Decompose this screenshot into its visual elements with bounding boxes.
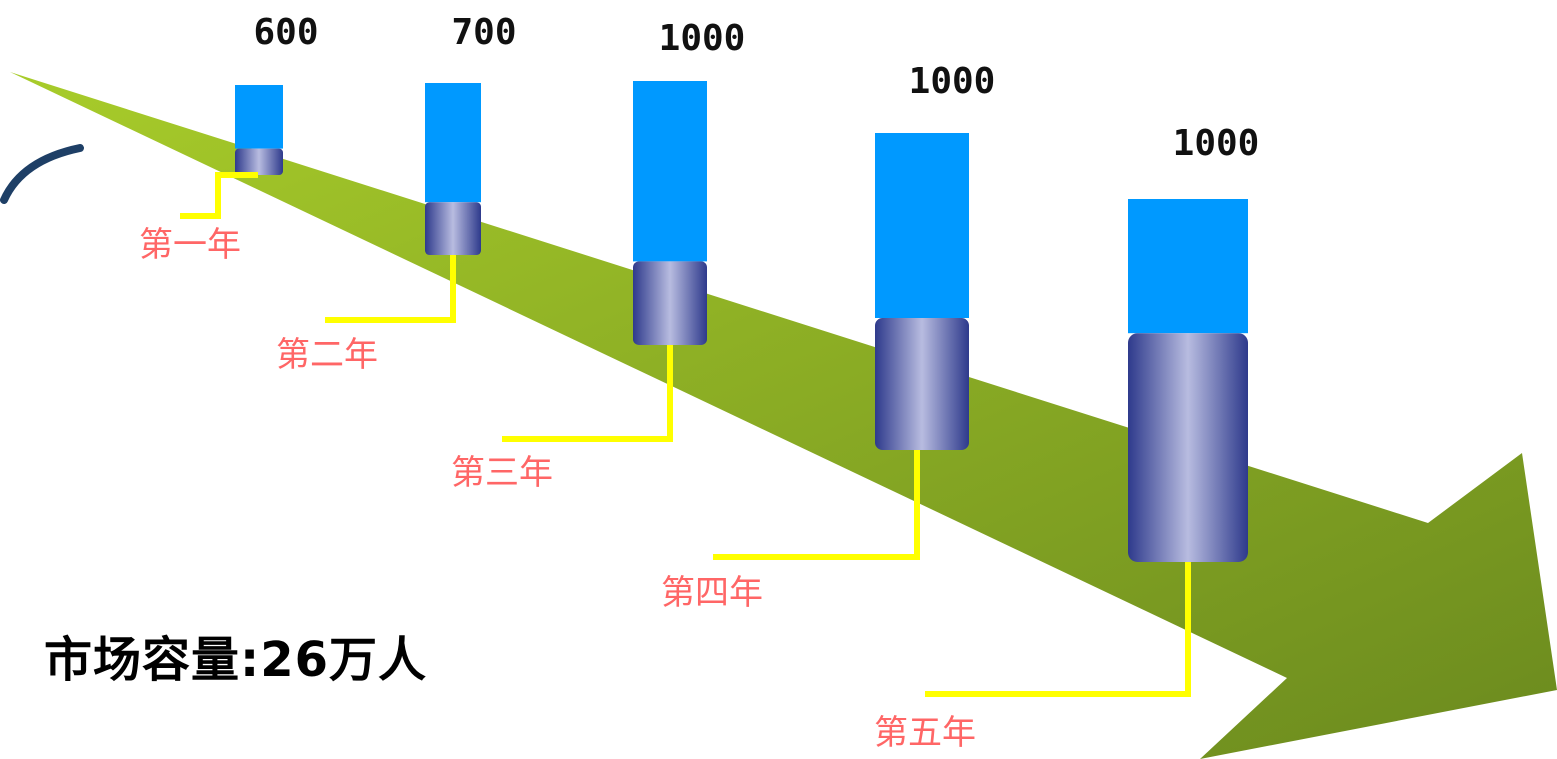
leader-line-2 bbox=[325, 255, 456, 323]
value-label-5: 1000 bbox=[1173, 123, 1260, 164]
value-label-3: 1000 bbox=[659, 18, 746, 59]
bar-segment-1 bbox=[235, 148, 283, 175]
bar-total-4 bbox=[875, 133, 969, 318]
bar-segment-3 bbox=[633, 261, 707, 345]
category-label-3: 第三年 bbox=[451, 453, 553, 493]
bar-segment-4 bbox=[875, 318, 969, 450]
value-label-1: 600 bbox=[253, 12, 318, 53]
bar-total-3 bbox=[633, 81, 707, 262]
leader-line-1 bbox=[180, 172, 258, 219]
decorative-swoosh bbox=[0, 144, 84, 204]
category-label-1: 第一年 bbox=[139, 225, 241, 265]
value-label-4: 1000 bbox=[909, 61, 996, 102]
growth-arrow bbox=[10, 72, 1557, 759]
bar-segment-2 bbox=[425, 202, 481, 255]
leader-line-3 bbox=[502, 345, 673, 442]
category-label-2: 第二年 bbox=[276, 335, 378, 375]
bar-segment-5 bbox=[1128, 333, 1248, 562]
value-label-2: 700 bbox=[451, 12, 516, 53]
bar-total-2 bbox=[425, 83, 481, 203]
bar-total-5 bbox=[1128, 199, 1248, 334]
leader-line-4 bbox=[713, 450, 920, 560]
market-capacity-label: 市场容量:26万人 bbox=[44, 632, 427, 688]
category-label-4: 第四年 bbox=[661, 573, 763, 613]
category-label-5: 第五年 bbox=[874, 713, 976, 753]
leader-line-5 bbox=[925, 562, 1191, 697]
bar-total-1 bbox=[235, 85, 283, 149]
